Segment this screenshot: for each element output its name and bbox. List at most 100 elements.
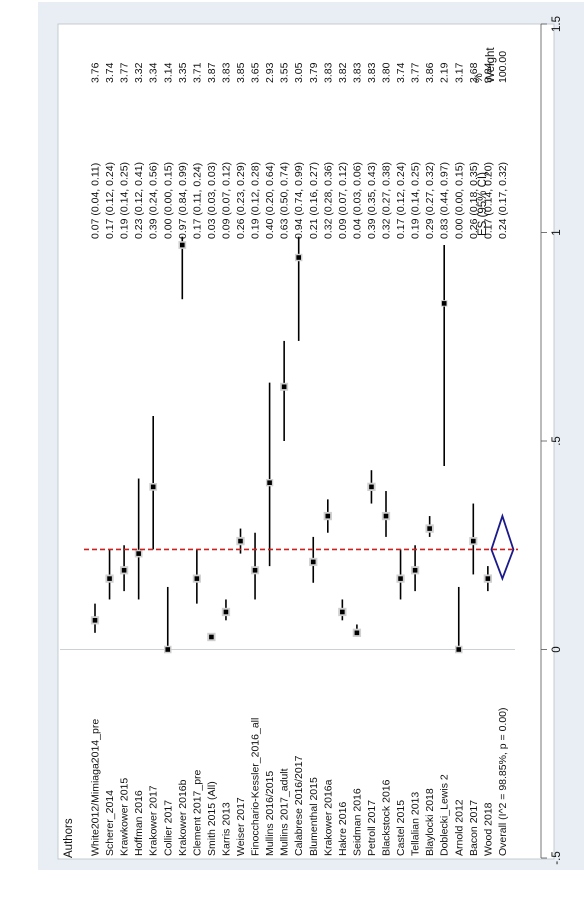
point-estimate [340, 609, 345, 615]
weight-text: 3.82 [337, 62, 349, 83]
study-row: Finocchario-Kessler_2016_all 0.19 (0.12, … [250, 62, 262, 856]
study-row: Arnold 2012 0.00 (0.00, 0.15) 3.17 [453, 62, 465, 856]
point-estimate [121, 567, 127, 573]
ci-text: 0.17 (0.12, 0.24) [104, 162, 116, 239]
study-label: Scherer_2014 [104, 790, 116, 856]
study-label: Blumenthal 2015 [308, 777, 320, 856]
study-label: Castel 2015 [395, 800, 407, 856]
weight-text: 3.79 [308, 62, 320, 83]
study-row: Wood 2018 0.17 (0.14, 0.20) 3.84 [482, 62, 494, 856]
study-row: Smith 2015 (All) 0.03 (0.03, 0.03) 3.87 [206, 62, 218, 856]
study-rows: White2012/Mimiaga2014_pre 0.07 (0.04, 0.1… [90, 62, 495, 856]
study-row: Mullins 2017_adult 0.63 (0.50, 0.74) 3.55 [279, 62, 291, 856]
weight-text: 3.14 [162, 62, 174, 83]
point-estimate [92, 618, 98, 623]
overall-label: Overall (I^2 = 98.85%, p = 0.00) [497, 707, 509, 856]
overall-weight: 100.00 [497, 51, 509, 83]
point-estimate [281, 384, 287, 390]
point-estimate [427, 526, 432, 531]
point-estimate [398, 576, 403, 581]
ci-text: 0.09 (0.07, 0.12) [220, 162, 232, 239]
axis-tick-label: .5 [551, 436, 563, 446]
weight-text: 3.74 [104, 62, 116, 83]
study-label: Krakower 2017 [148, 785, 160, 856]
ci-text: 0.29 (0.27, 0.32) [424, 162, 436, 239]
study-row: Blackstock 2016 0.32 (0.27, 0.38) 3.80 [381, 62, 393, 856]
ci-text: 0.94 (0.74, 0.99) [293, 162, 305, 239]
study-label: Doblecki_Lewis 2 [439, 774, 451, 856]
weight-text: 3.71 [191, 62, 203, 83]
point-estimate [136, 551, 141, 556]
study-label: White2012/Mimiaga2014_pre [90, 719, 102, 856]
weight-text: 3.68 [468, 62, 480, 83]
study-label: Blackstock 2016 [381, 779, 393, 856]
header-weight: Weight [485, 47, 497, 83]
point-estimate [369, 484, 374, 490]
weight-text: 3.77 [410, 62, 422, 83]
header-es: ES (95% CI) [477, 172, 489, 236]
study-label: Karris 2013 [220, 802, 232, 856]
weight-text: 3.32 [133, 62, 145, 83]
point-estimate [107, 576, 112, 581]
study-row: Mullins 2016/2015 0.40 (0.20, 0.64) 2.93 [264, 62, 276, 856]
study-label: Hakre 2016 [337, 802, 349, 856]
ci-text: 0.40 (0.20, 0.64) [264, 162, 276, 239]
study-label: Clement 2017_pre [191, 769, 203, 856]
study-row: Petroll 2017 0.39 (0.35, 0.43) 3.83 [366, 62, 378, 856]
ci-text: 0.26 (0.23, 0.29) [235, 162, 247, 239]
ci-text: 0.03 (0.03, 0.03) [206, 162, 218, 239]
weight-text: 2.93 [264, 62, 276, 83]
study-row: Castel 2015 0.17 (0.12, 0.24) 3.74 [395, 62, 407, 856]
study-label: Collier 2017 [162, 800, 174, 856]
weight-text: 3.86 [424, 62, 436, 83]
header-weight-percent: % [473, 73, 485, 83]
study-row: Tellalian 2013 0.19 (0.14, 0.25) 3.77 [410, 62, 422, 856]
point-estimate [238, 538, 243, 544]
study-label: Calabrese 2016/2017 [293, 755, 305, 856]
study-row: Weiser 2017 0.26 (0.23, 0.29) 3.85 [235, 62, 247, 856]
ci-text: 0.21 (0.16, 0.27) [308, 162, 320, 239]
weight-text: 3.76 [90, 62, 102, 83]
axis-tick-label: 0 [551, 646, 563, 652]
study-label: Krakower 2016b [177, 779, 189, 856]
ci-text: 0.32 (0.27, 0.38) [381, 162, 393, 239]
ci-text: 0.00 (0.00, 0.15) [453, 162, 465, 239]
point-estimate [325, 513, 331, 519]
point-estimate [383, 513, 389, 519]
weight-text: 3.85 [235, 62, 247, 83]
point-estimate [310, 559, 316, 565]
point-estimate [441, 301, 447, 306]
study-row: Seidman 2016 0.04 (0.03, 0.06) 3.83 [351, 62, 363, 856]
study-label: Krawkower 2015 [119, 778, 131, 856]
weight-text: 3.83 [220, 62, 232, 83]
study-label: Blaylocki 2018 [424, 788, 436, 856]
study-row: White2012/Mimiaga2014_pre 0.07 (0.04, 0.1… [90, 62, 102, 856]
weight-text: 3.80 [381, 62, 393, 83]
weight-text: 3.83 [322, 62, 334, 83]
ci-text: 0.00 (0.00, 0.15) [162, 162, 174, 239]
study-row: Krawkower 2015 0.19 (0.14, 0.25) 3.77 [119, 62, 131, 856]
ci-text: 0.04 (0.03, 0.06) [351, 162, 363, 239]
point-estimate [209, 634, 214, 640]
weight-text: 3.05 [293, 62, 305, 83]
ci-text: 0.83 (0.44, 0.97) [439, 162, 451, 239]
weight-text: 3.84 [482, 62, 494, 83]
weight-text: 2.19 [439, 62, 451, 83]
study-label: Smith 2015 (All) [206, 781, 218, 856]
point-estimate [412, 567, 418, 573]
study-label: Seidman 2016 [351, 788, 363, 856]
study-label: Tellalian 2013 [410, 792, 422, 856]
plot-area [57, 23, 555, 860]
ci-text: 0.09 (0.07, 0.12) [337, 162, 349, 239]
study-label: Krakower 2016a [322, 779, 334, 856]
weight-text: 3.55 [279, 62, 291, 83]
study-label: Mullins 2017_adult [279, 768, 291, 856]
ci-text: 0.23 (0.12, 0.41) [133, 162, 145, 239]
ci-text: 0.32 (0.28, 0.36) [322, 162, 334, 239]
ci-text: 0.07 (0.04, 0.11) [90, 163, 102, 239]
ci-text: 0.17 (0.14, 0.20) [482, 162, 494, 239]
ci-text: 0.63 (0.50, 0.74) [279, 162, 291, 239]
weight-text: 3.83 [351, 62, 363, 83]
study-row: Calabrese 2016/2017 0.94 (0.74, 0.99) 3.05 [293, 62, 305, 856]
